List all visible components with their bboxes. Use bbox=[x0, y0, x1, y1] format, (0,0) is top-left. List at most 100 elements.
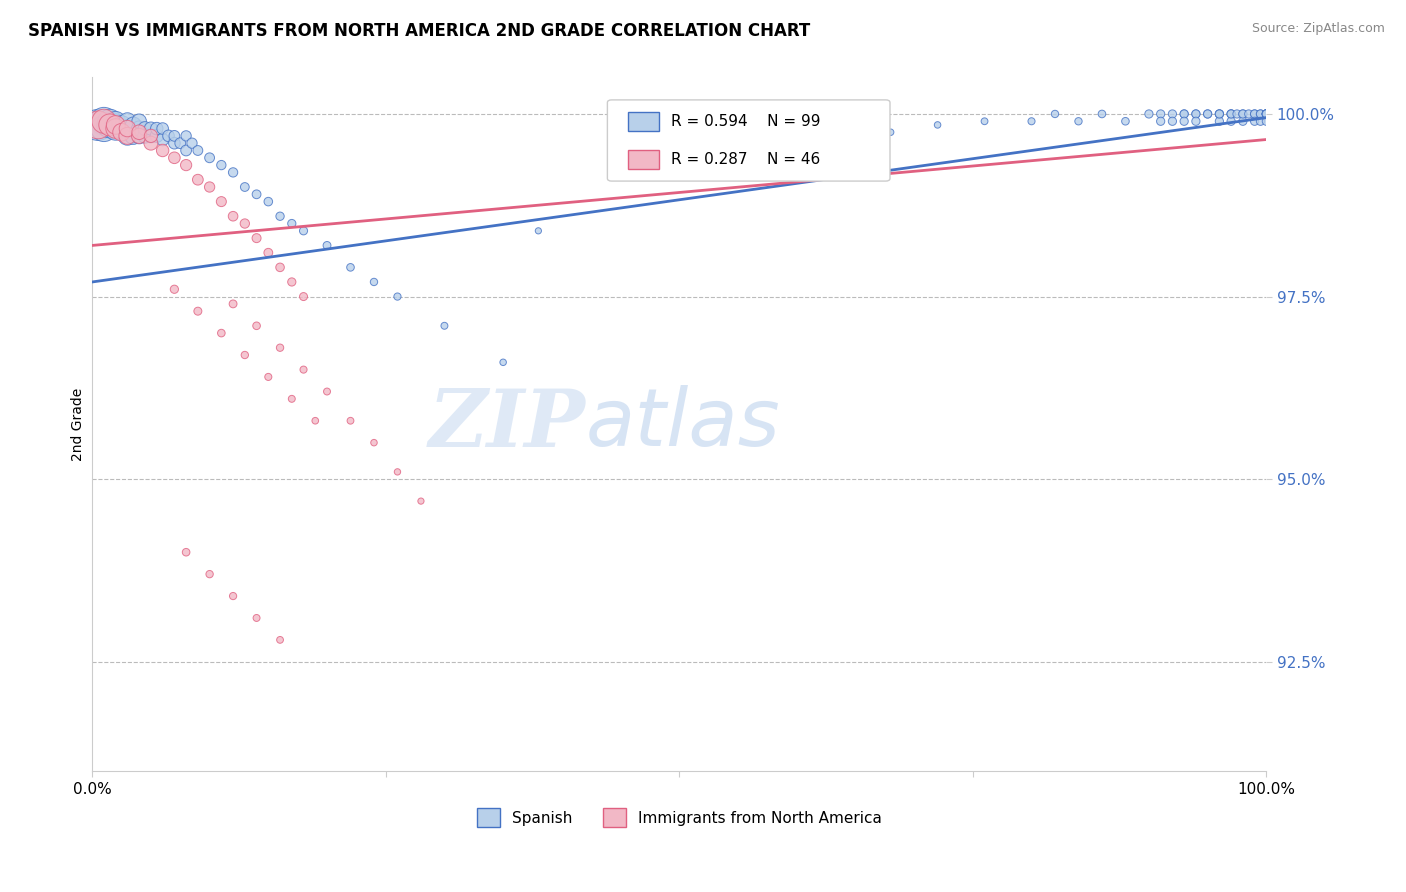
Point bbox=[1208, 114, 1230, 128]
Point bbox=[1091, 107, 1114, 121]
Text: atlas: atlas bbox=[585, 385, 780, 464]
Point bbox=[122, 118, 145, 132]
Point bbox=[163, 282, 186, 296]
Point bbox=[233, 180, 256, 194]
Point bbox=[409, 494, 432, 508]
Point bbox=[1256, 107, 1278, 121]
Point bbox=[1137, 107, 1160, 121]
Point bbox=[292, 224, 315, 238]
Point bbox=[174, 158, 197, 172]
Point bbox=[222, 589, 245, 603]
Point bbox=[281, 275, 304, 289]
Point bbox=[209, 194, 232, 209]
Point bbox=[117, 128, 139, 143]
Point bbox=[316, 238, 339, 252]
Point bbox=[128, 114, 150, 128]
Point bbox=[174, 128, 197, 143]
Point bbox=[1256, 107, 1278, 121]
Point bbox=[198, 151, 221, 165]
Point bbox=[1256, 107, 1278, 121]
Point bbox=[1232, 114, 1254, 128]
Text: R = 0.287    N = 46: R = 0.287 N = 46 bbox=[671, 152, 820, 167]
Point bbox=[157, 128, 180, 143]
Point bbox=[174, 545, 197, 559]
Text: ZIP: ZIP bbox=[429, 385, 585, 463]
Point bbox=[257, 245, 280, 260]
Point bbox=[145, 121, 167, 136]
Point bbox=[1256, 114, 1278, 128]
Point bbox=[527, 224, 550, 238]
Point bbox=[339, 414, 361, 428]
Point bbox=[1197, 107, 1219, 121]
Point bbox=[117, 114, 139, 128]
Point bbox=[187, 304, 209, 318]
Point bbox=[209, 158, 232, 172]
Point bbox=[187, 144, 209, 158]
Point bbox=[104, 118, 127, 132]
Point bbox=[139, 136, 162, 151]
Point bbox=[87, 118, 110, 132]
Point bbox=[163, 128, 186, 143]
Point bbox=[1249, 107, 1271, 121]
Point bbox=[110, 118, 132, 132]
Point bbox=[316, 384, 339, 399]
Point bbox=[281, 217, 304, 231]
Point bbox=[1256, 107, 1278, 121]
Point bbox=[110, 121, 132, 136]
Point bbox=[1256, 107, 1278, 121]
Point bbox=[387, 289, 409, 303]
Point bbox=[128, 125, 150, 139]
Point bbox=[1067, 114, 1090, 128]
Point bbox=[292, 362, 315, 376]
Point bbox=[209, 326, 232, 340]
Point bbox=[104, 114, 127, 128]
Point bbox=[1173, 107, 1195, 121]
Point bbox=[245, 231, 267, 245]
Point bbox=[292, 289, 315, 303]
Point bbox=[339, 260, 361, 275]
Point bbox=[1173, 114, 1195, 128]
Point bbox=[174, 144, 197, 158]
Point bbox=[93, 121, 115, 136]
Point bbox=[128, 128, 150, 143]
Point bbox=[927, 118, 949, 132]
Point bbox=[1243, 107, 1265, 121]
Point bbox=[1150, 114, 1173, 128]
Point bbox=[134, 121, 156, 136]
Point bbox=[145, 128, 167, 143]
Point bbox=[198, 567, 221, 582]
Point bbox=[1161, 114, 1184, 128]
Point bbox=[163, 151, 186, 165]
Point bbox=[222, 209, 245, 223]
Point bbox=[139, 128, 162, 143]
Point bbox=[87, 118, 110, 132]
Point bbox=[110, 125, 132, 139]
Point bbox=[257, 194, 280, 209]
Point bbox=[245, 187, 267, 202]
Point bbox=[233, 348, 256, 362]
Point bbox=[139, 121, 162, 136]
Point bbox=[1220, 107, 1243, 121]
Point bbox=[128, 128, 150, 143]
Point bbox=[1197, 107, 1219, 121]
Point bbox=[1220, 107, 1243, 121]
Point bbox=[93, 114, 115, 128]
Point bbox=[363, 275, 385, 289]
Point bbox=[1249, 114, 1271, 128]
Point bbox=[1208, 107, 1230, 121]
Point bbox=[1220, 107, 1243, 121]
Point bbox=[169, 136, 191, 151]
Point bbox=[181, 136, 204, 151]
Point bbox=[104, 118, 127, 132]
Point bbox=[1161, 107, 1184, 121]
Point bbox=[128, 121, 150, 136]
Point bbox=[152, 121, 174, 136]
Point bbox=[1150, 107, 1173, 121]
Point bbox=[139, 128, 162, 143]
Point bbox=[98, 114, 121, 128]
Y-axis label: 2nd Grade: 2nd Grade bbox=[72, 388, 86, 461]
Point bbox=[104, 121, 127, 136]
Text: R = 0.594    N = 99: R = 0.594 N = 99 bbox=[671, 114, 820, 129]
Point bbox=[1021, 114, 1043, 128]
Point bbox=[245, 611, 267, 625]
